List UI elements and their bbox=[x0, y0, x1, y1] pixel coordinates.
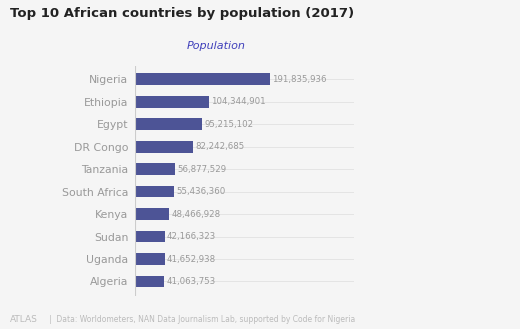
Text: Population: Population bbox=[187, 41, 246, 51]
Bar bbox=[135, 186, 174, 197]
Bar bbox=[135, 96, 209, 108]
Text: 55,436,360: 55,436,360 bbox=[176, 187, 226, 196]
Text: 41,063,753: 41,063,753 bbox=[166, 277, 215, 286]
Text: |  Data: Worldometers, NAN Data Journalism Lab, supported by Code for Nigeria: | Data: Worldometers, NAN Data Journalis… bbox=[49, 315, 356, 324]
Text: ATLAS: ATLAS bbox=[10, 315, 38, 324]
Text: 56,877,529: 56,877,529 bbox=[177, 164, 227, 174]
Bar bbox=[135, 118, 202, 130]
Text: 104,344,901: 104,344,901 bbox=[211, 97, 265, 106]
Bar bbox=[135, 73, 270, 85]
Text: Top 10 African countries by population (2017): Top 10 African countries by population (… bbox=[10, 7, 355, 20]
Text: 41,652,938: 41,652,938 bbox=[166, 255, 216, 264]
Bar bbox=[135, 208, 170, 220]
Text: 42,166,323: 42,166,323 bbox=[167, 232, 216, 241]
Text: 191,835,936: 191,835,936 bbox=[272, 75, 327, 84]
Bar bbox=[135, 276, 164, 287]
Bar bbox=[135, 253, 164, 265]
Text: 95,215,102: 95,215,102 bbox=[204, 120, 254, 129]
Text: 48,466,928: 48,466,928 bbox=[172, 210, 220, 218]
Bar bbox=[135, 141, 193, 153]
Bar bbox=[135, 231, 165, 242]
Text: 82,242,685: 82,242,685 bbox=[195, 142, 244, 151]
Bar bbox=[135, 163, 175, 175]
